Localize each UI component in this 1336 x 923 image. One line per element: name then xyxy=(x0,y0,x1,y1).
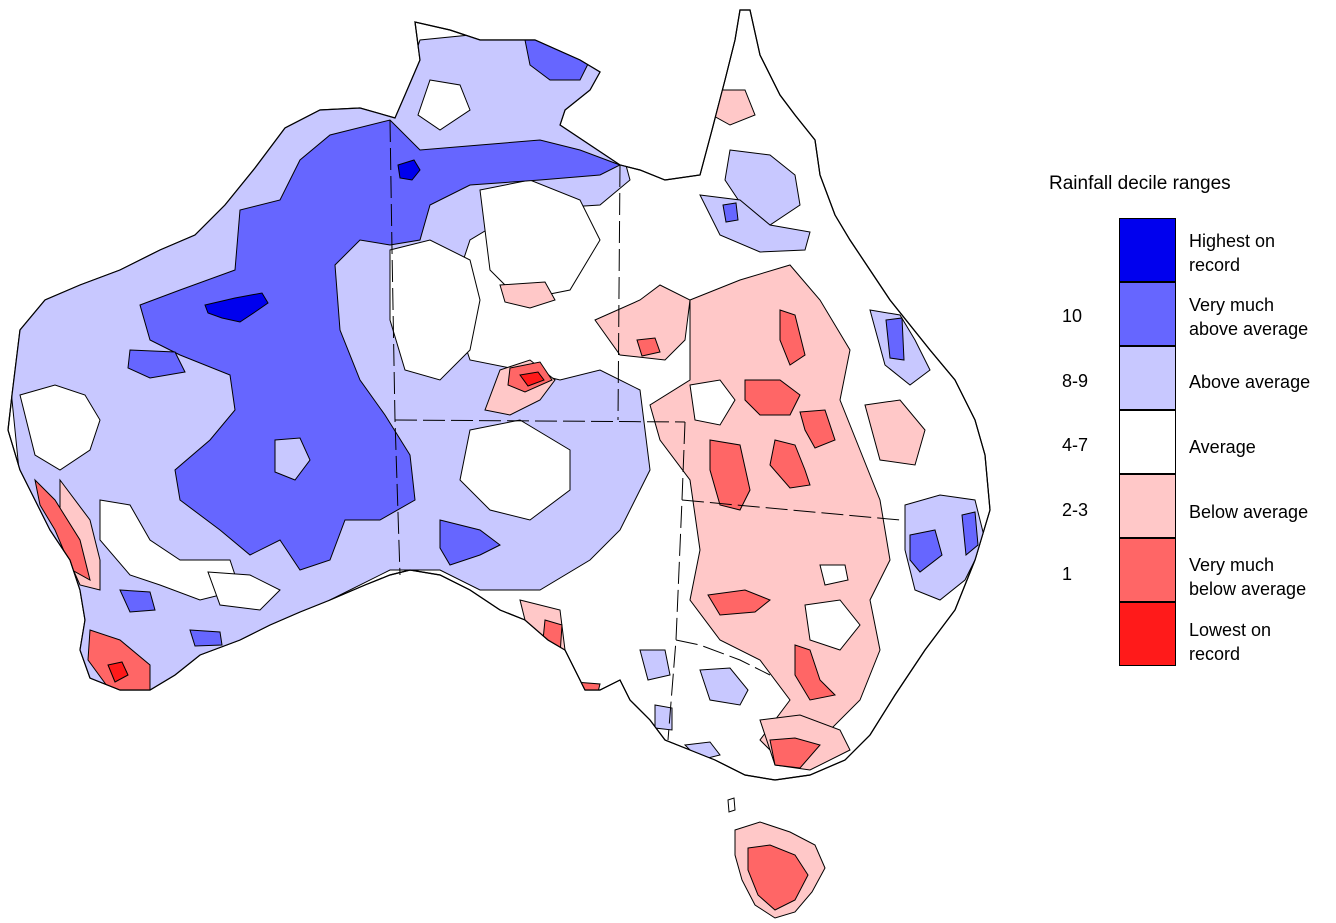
swatch-average xyxy=(1119,410,1176,474)
swatch-above-average xyxy=(1119,346,1176,410)
swatch-below-average xyxy=(1119,474,1176,538)
swatch-lowest-on-record xyxy=(1119,602,1176,666)
label-lowest-on-record: Lowest on record xyxy=(1189,620,1272,664)
range-label-10: 10 xyxy=(1062,306,1083,326)
range-label-2-3: 2-3 xyxy=(1062,500,1089,520)
swatch-very-much-above-average xyxy=(1119,282,1176,346)
range-label-8-9: 8-9 xyxy=(1062,371,1089,391)
legend-title: Rainfall decile ranges xyxy=(1049,173,1231,194)
label-very-much-below-average: Very much below average xyxy=(1189,555,1307,599)
highest-on-record xyxy=(204,292,269,323)
very-much-above-core xyxy=(139,119,622,571)
range-label-4-7: 4-7 xyxy=(1062,435,1089,455)
label-highest-on-record: Highest on record xyxy=(1189,231,1276,275)
swatch-very-much-below-average xyxy=(1119,538,1176,602)
label-average: Average xyxy=(1189,437,1256,457)
swatch-highest-on-record xyxy=(1119,218,1176,282)
label-very-much-above-average: Very much above average xyxy=(1189,295,1309,339)
label-above-average: Above average xyxy=(1189,372,1311,392)
label-below-average: Below average xyxy=(1189,502,1309,522)
tasmania-very-much-below xyxy=(747,844,809,911)
state-borders xyxy=(389,119,901,741)
range-label-1: 1 xyxy=(1062,564,1073,584)
